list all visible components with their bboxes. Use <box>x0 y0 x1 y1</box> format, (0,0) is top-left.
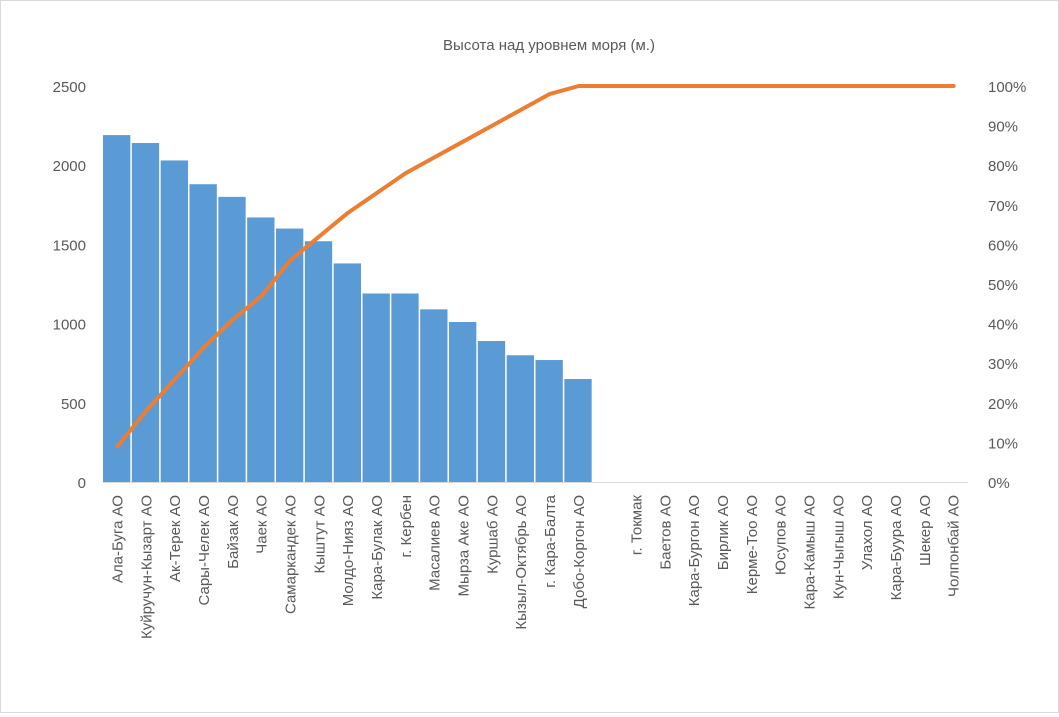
category-label: г. Кара-Балта <box>542 494 559 587</box>
category-label: Ала-Буга АО <box>109 495 126 583</box>
bar <box>103 135 131 482</box>
cumulative-percent-line <box>115 84 956 449</box>
bar <box>304 241 333 482</box>
left-axis-tick-label: 1500 <box>53 237 86 254</box>
bar <box>247 217 275 482</box>
right-axis-tick-label: 80% <box>988 158 1018 175</box>
category-label: Баетов АО <box>657 495 674 570</box>
plot-area: 0 500 1000 1500 2000 2500 0% 10% 20% 30% 40% 50% 60%… <box>53 79 1027 639</box>
bar <box>160 160 188 482</box>
category-label: Улахол АО <box>859 495 876 570</box>
category-label: Куйручун-Кызарт АО <box>138 495 155 639</box>
left-axis-tick-label: 0 <box>78 475 86 492</box>
bar <box>506 355 534 482</box>
category-label: Кара-Камыш АО <box>801 495 818 609</box>
category-label: Кара-Бургон АО <box>686 495 703 606</box>
right-axis-tick-label: 20% <box>988 396 1018 413</box>
bar <box>362 293 390 482</box>
category-label: Самаркандек АО <box>282 495 299 614</box>
left-axis-tick-label: 2500 <box>53 79 86 96</box>
category-label: Шекер АО <box>917 495 934 566</box>
right-axis-tick-label: 30% <box>988 356 1018 373</box>
left-axis-tick-label: 2000 <box>53 158 86 175</box>
bar <box>131 143 160 482</box>
bar <box>420 309 448 482</box>
category-label: Чолпонбай АО <box>946 495 963 597</box>
right-axis-tick-label: 40% <box>988 317 1018 334</box>
right-axis-tick-label: 50% <box>988 277 1018 294</box>
category-label: Кызыл-Октябрь АО <box>513 495 530 630</box>
category-label: Сары-Челек АО <box>196 495 213 605</box>
bar <box>391 293 419 482</box>
category-label: г. Токмак <box>628 495 645 556</box>
bar <box>564 379 592 482</box>
bar <box>276 228 304 482</box>
category-label: Чаек АО <box>254 495 271 554</box>
bar <box>449 322 477 482</box>
category-label: Куршаб АО <box>484 495 501 574</box>
category-label: г. Кербен <box>398 495 415 557</box>
right-axis-tick-label: 0% <box>988 475 1010 492</box>
category-label: Керме-Тоо АО <box>744 495 761 594</box>
bar <box>189 184 217 482</box>
category-label: Масалиев АО <box>427 495 444 591</box>
category-label: Добо-Коргон АО <box>571 495 588 608</box>
bar <box>218 196 246 482</box>
right-axis-tick-label: 90% <box>988 119 1018 136</box>
category-label: Юсупов АО <box>773 495 790 575</box>
right-axis-tick-label: 70% <box>988 198 1018 215</box>
bar <box>477 341 506 482</box>
category-label: Бирлик АО <box>715 495 732 570</box>
chart-title: Высота над уровнем моря (м.) <box>443 37 655 54</box>
category-label: Кыштут АО <box>311 495 328 573</box>
bar <box>333 263 361 482</box>
category-label: Кара-Буура АО <box>888 495 905 600</box>
left-axis-tick-label: 500 <box>61 396 86 413</box>
category-label: Молдо-Нияз АО <box>340 495 357 606</box>
right-axis-tick-label: 10% <box>988 435 1018 452</box>
category-label: Кара-Булак АО <box>369 495 386 600</box>
category-label: Мырза Аке АО <box>455 495 472 596</box>
category-label: Кун-Чыгыш АО <box>830 495 847 599</box>
left-axis-tick-label: 1000 <box>53 317 86 334</box>
right-axis-tick-label: 100% <box>988 79 1026 96</box>
category-label: Ак-Терек АО <box>167 495 184 582</box>
bar <box>535 360 563 482</box>
right-axis-tick-label: 60% <box>988 237 1018 254</box>
category-label: Байзак АО <box>225 495 242 569</box>
